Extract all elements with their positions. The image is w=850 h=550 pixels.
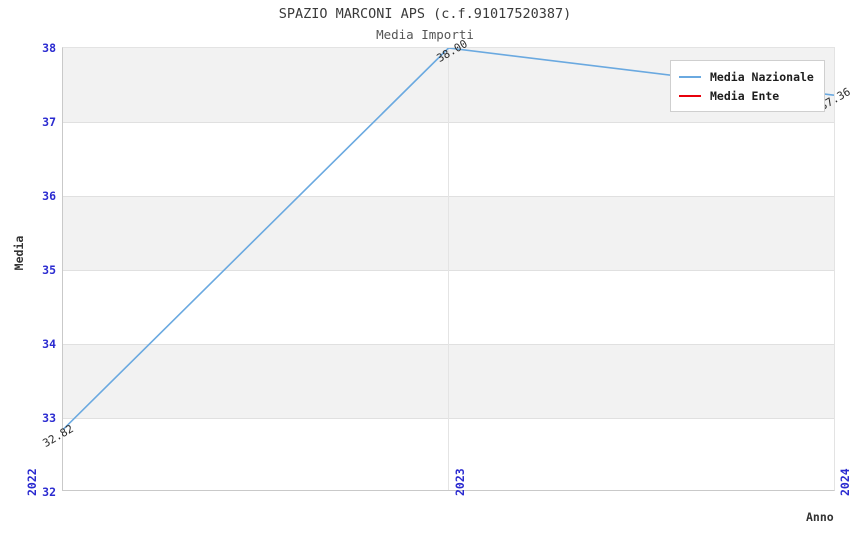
x-tick-2023: 2023 — [453, 468, 467, 496]
y-tick-37: 37 — [42, 115, 56, 129]
y-tick-35: 35 — [42, 263, 56, 277]
x-axis-title: Anno — [806, 510, 834, 524]
y-tick-32: 32 — [42, 485, 56, 499]
legend-swatch-media-nazionale — [679, 75, 701, 78]
legend-swatch-media-ente — [679, 94, 701, 97]
legend-label-media-ente: Media Ente — [710, 88, 780, 103]
y-tick-34: 34 — [42, 337, 56, 351]
y-axis-title: Media — [12, 235, 26, 271]
chart-title: SPAZIO MARCONI APS (c.f.91017520387) — [278, 6, 572, 22]
legend-item-media-nazionale[interactable]: Media Nazionale — [679, 67, 814, 86]
plot-area — [62, 47, 835, 491]
chart-legend: Media Nazionale Media Ente — [670, 60, 825, 112]
series-media-nazionale — [63, 48, 834, 490]
chart-subtitle: Media Importi — [376, 27, 474, 42]
y-tick-38: 38 — [42, 41, 56, 55]
x-tick-2024: 2024 — [838, 468, 850, 496]
x-tick-2022: 2022 — [25, 468, 39, 496]
y-axis-tick-labels: 38 37 36 35 34 33 32 — [0, 0, 56, 550]
y-tick-33: 33 — [42, 411, 56, 425]
y-tick-36: 36 — [42, 189, 56, 203]
gridline-2023 — [448, 48, 449, 490]
legend-item-media-ente[interactable]: Media Ente — [679, 86, 814, 105]
legend-label-media-nazionale: Media Nazionale — [710, 69, 814, 84]
